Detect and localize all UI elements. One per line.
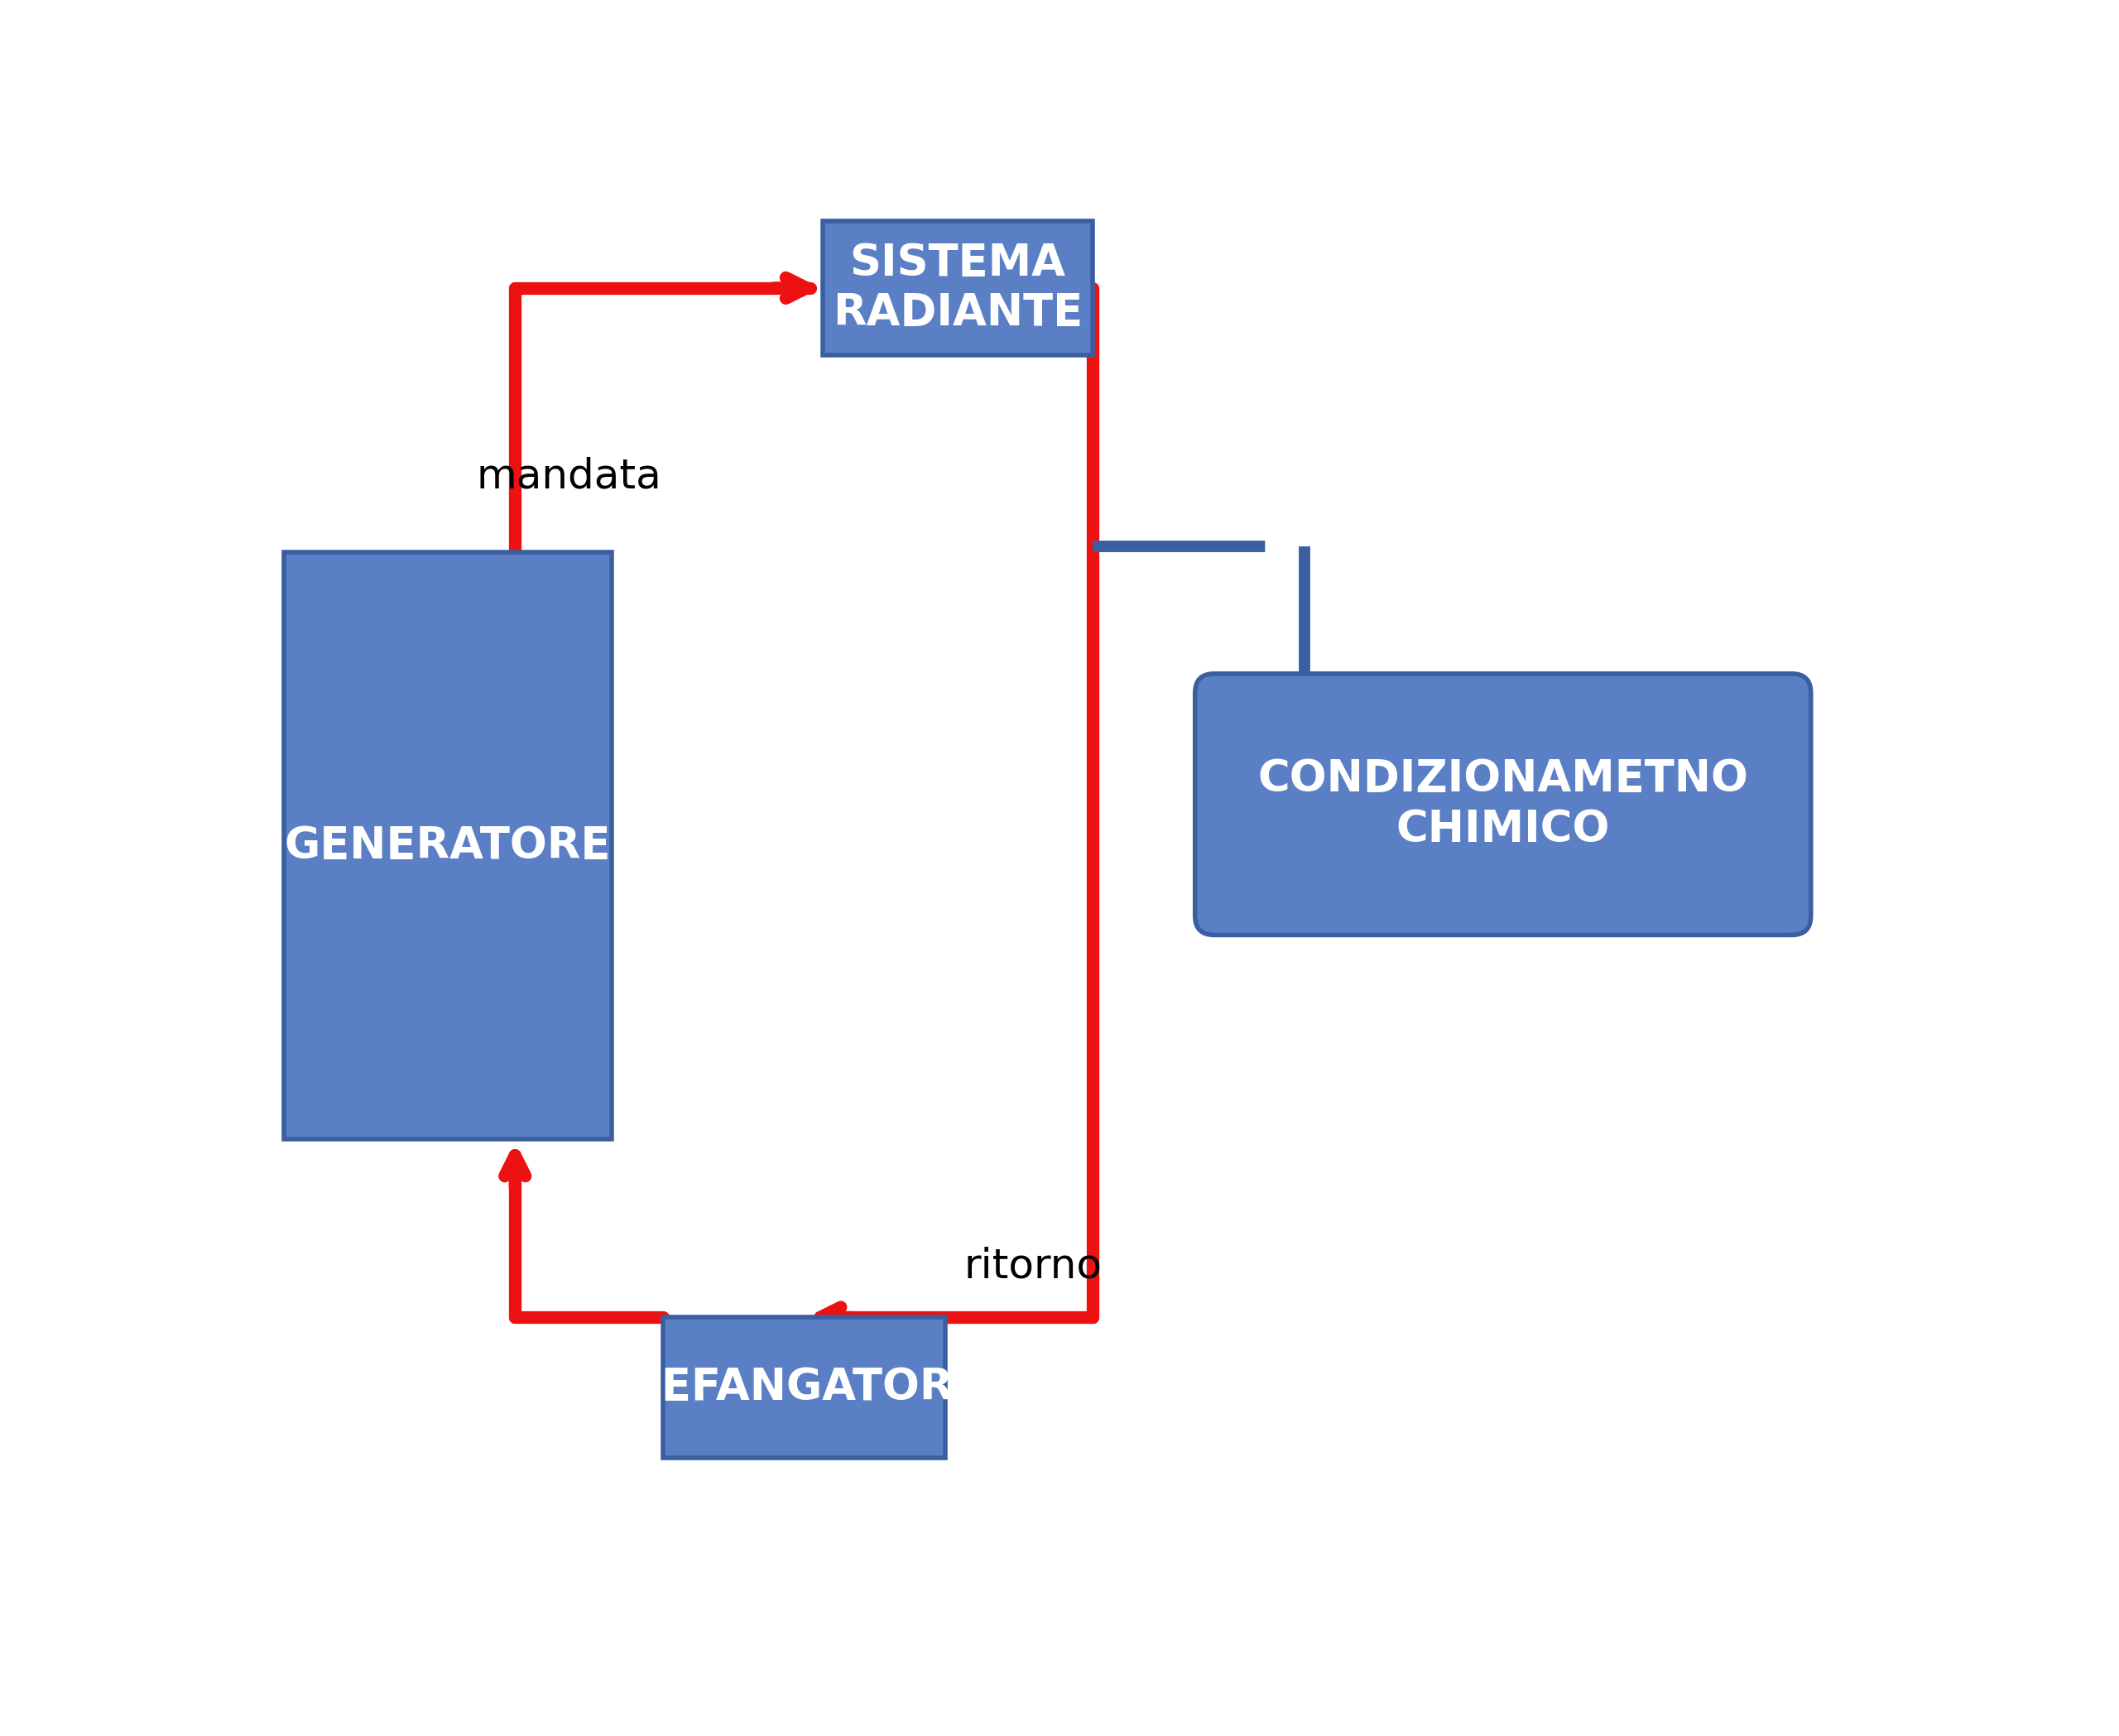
FancyBboxPatch shape — [663, 1318, 945, 1458]
Text: DEFANGATORE: DEFANGATORE — [625, 1366, 983, 1410]
Text: GENERATORE: GENERATORE — [284, 825, 610, 868]
Text: SISTEMA
RADIANTE: SISTEMA RADIANTE — [833, 241, 1083, 335]
FancyBboxPatch shape — [1195, 674, 1812, 936]
Text: CONDIZIONAMETNO
CHIMICO: CONDIZIONAMETNO CHIMICO — [1257, 759, 1748, 851]
Text: ritorno: ritorno — [964, 1246, 1102, 1286]
FancyBboxPatch shape — [822, 220, 1093, 354]
Text: mandata: mandata — [477, 457, 661, 496]
FancyBboxPatch shape — [284, 552, 610, 1139]
